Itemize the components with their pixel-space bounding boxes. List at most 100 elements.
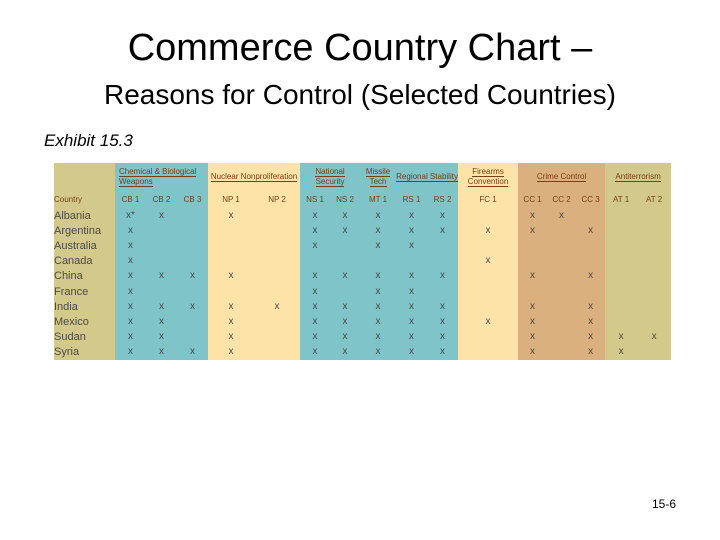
table-cell: x [518,329,548,345]
table-cell: x [605,329,638,345]
table-cell: x [330,268,361,284]
country-name: Mexico [54,314,115,330]
table-cell: x [177,344,209,360]
table-cell [208,238,255,254]
table-cell [458,268,519,284]
table-cell: x [576,223,606,239]
table-cell [518,238,548,254]
table-cell [637,208,672,224]
table-cell: x [360,329,397,345]
table-cell: x [427,268,459,284]
table-cell [518,283,548,300]
table-cell [254,238,301,254]
table-cell [605,299,638,315]
table-cell [458,329,519,345]
table-cell: x [360,299,397,315]
table-cell: x [518,314,548,330]
country-rows: Albania x* x x x x x x x x x Argentina x x x x x x x x x Aust… [54,208,672,360]
country-name: Sudan [54,329,115,345]
table-cell: x [300,238,331,254]
table-cell: x [115,299,146,315]
table-cell [576,208,606,224]
table-cell [605,223,638,239]
table-cell [458,344,519,360]
table-cell [605,268,638,284]
table-cell [547,344,577,360]
table-cell: x [115,238,146,254]
column-header: AT 1 [605,191,638,208]
table-cell [458,283,519,300]
table-cell: x [547,208,577,224]
column-header: NS 2 [330,191,361,208]
table-cell: x [300,299,331,315]
table-cell [330,253,361,269]
country-name: India [54,299,115,315]
table-cell [177,283,209,300]
table-cell: x [576,314,606,330]
table-row: Mexico x x x x x x x x x x x [54,314,672,330]
table-cell [146,238,177,254]
country-name: Argentina [54,223,115,239]
table-cell: x [396,268,428,284]
table-cell: x [330,314,361,330]
table-cell: x [330,299,361,315]
table-cell [637,299,672,315]
table-cell [208,283,255,300]
table-cell: x [427,223,459,239]
table-cell [637,314,672,330]
table-row: China x x x x x x x x x x x [54,268,672,284]
table-cell: x [300,208,331,224]
table-cell: x [177,268,209,284]
column-header: CC 3 [576,191,606,208]
table-cell [547,329,577,345]
table-cell: x [576,329,606,345]
table-cell [360,253,397,269]
table-cell [547,238,577,254]
table-cell [396,253,428,269]
table-cell: x [396,299,428,315]
group-header-crime-control: Crime Control [518,163,606,191]
table-cell: x [518,268,548,284]
column-header: RS 2 [427,191,459,208]
table-cell [254,329,301,345]
table-cell: x [427,329,459,345]
table-cell: x [177,299,209,315]
column-header: CB 1 [115,191,146,208]
table-cell: x [330,223,361,239]
table-cell [547,299,577,315]
table-cell: x [360,223,397,239]
table-cell [254,283,301,300]
table-cell [177,314,209,330]
table-cell [427,283,459,300]
table-cell: x [427,299,459,315]
table-cell: x [518,208,548,224]
table-cell: x [300,223,331,239]
table-cell [547,268,577,284]
country-name: China [54,268,115,284]
table-cell [254,314,301,330]
country-name: Australia [54,238,115,254]
table-cell [458,238,519,254]
slide-subtitle: Reasons for Control (Selected Countries) [103,79,616,110]
table-cell [547,253,577,269]
column-header: CC 1 [518,191,548,208]
table-row: Australia x x x x [54,238,672,254]
group-header-national-security: National Security [300,163,361,191]
table-cell [177,223,209,239]
table-cell: x [208,208,255,224]
table-cell [576,283,606,300]
table-row: Albania x* x x x x x x x x x [54,208,672,224]
column-header: CB 2 [146,191,177,208]
exhibit-label: Exhibit 15.3 [44,131,133,150]
table-cell [637,238,672,254]
table-cell [637,253,672,269]
column-header: MT 1 [360,191,397,208]
group-header-regional-stability: Regional Stability [396,163,459,191]
table-cell [637,268,672,284]
country-chart-table: Chemical & Biological Weapons Nuclear No… [54,163,672,360]
table-cell [605,208,638,224]
table-cell: x [300,329,331,345]
table-cell: x [396,223,428,239]
table-cell [458,208,519,224]
table-cell: x [396,283,428,300]
